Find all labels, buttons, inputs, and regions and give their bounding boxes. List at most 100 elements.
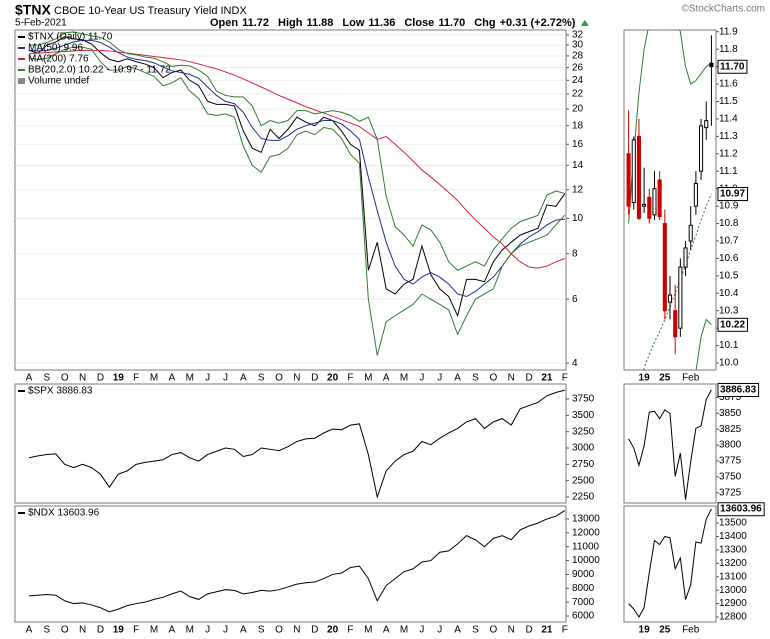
- quote-label: High: [278, 17, 303, 29]
- x-tick-label: M: [364, 373, 372, 384]
- x-tick-label: 19: [639, 373, 651, 384]
- y-tick-label: 10.5: [719, 270, 739, 281]
- candle-body: [636, 135, 641, 219]
- y-tick-label: 12800: [719, 612, 747, 623]
- y-tick-label: 3500: [572, 410, 595, 421]
- candle-body: [631, 139, 636, 204]
- y-tick-label: 20: [572, 104, 584, 115]
- x-tick-label: 25: [659, 625, 671, 636]
- y-tick-label: 10000: [572, 555, 600, 566]
- x-tick-label: N: [508, 625, 515, 636]
- panel-frame: [14, 383, 567, 504]
- y-tick-label: 11.6: [719, 79, 738, 90]
- y-tick-label: 12900: [719, 598, 747, 609]
- watermark: ©StockCharts.com: [681, 4, 765, 15]
- last-value-box: [717, 502, 765, 517]
- y-tick-label: 2750: [572, 459, 595, 470]
- x-tick-label: 21: [541, 625, 553, 636]
- y-tick-label: 13400: [719, 531, 747, 542]
- x-tick-label: A: [454, 625, 461, 636]
- candle-body: [693, 182, 698, 207]
- quote-label: Close: [404, 17, 434, 29]
- x-tick-label: N: [508, 373, 515, 384]
- last-value-label: 10.97: [720, 189, 745, 200]
- legend-label: $NDX 13603.96: [28, 508, 100, 519]
- y-tick-label: 3850: [719, 408, 742, 419]
- x-tick-label: M: [186, 373, 194, 384]
- last-value-label: 11.70: [720, 61, 745, 72]
- y-tick-label: 10.6: [719, 253, 739, 264]
- plot-area: [28, 31, 566, 356]
- series-line: [628, 389, 712, 500]
- date: 5-Feb-2021: [15, 18, 67, 29]
- x-tick-label: F: [133, 625, 139, 636]
- x-tick-label: A: [383, 625, 390, 636]
- y-tick-label: 4: [572, 358, 578, 369]
- y-tick-label: 10.7: [719, 236, 739, 247]
- series-line: [29, 31, 565, 271]
- y-tick-label: 13000: [572, 514, 600, 525]
- series-line: [28, 389, 565, 499]
- y-tick-label: 6: [572, 294, 578, 305]
- legend-label: $SPX 3886.83: [28, 386, 93, 397]
- x-tick-label: D: [525, 625, 532, 636]
- legend-label: MA(50) 9.96: [28, 43, 83, 54]
- candle-body: [709, 62, 714, 68]
- quote-value: 11.88: [307, 17, 334, 29]
- y-tick-label: 13300: [719, 545, 747, 556]
- x-tick-label: J: [205, 373, 210, 384]
- x-tick-label: J: [223, 373, 228, 384]
- x-tick-label: J: [419, 625, 424, 636]
- y-tick-label: 8000: [572, 583, 595, 594]
- y-tick-label: 11.5: [719, 96, 738, 107]
- x-tick-label: N: [293, 373, 300, 384]
- y-tick-label: 13500: [719, 518, 747, 529]
- x-tick-label: S: [258, 625, 265, 636]
- x-tick-label: J: [205, 625, 210, 636]
- x-tick-label: D: [311, 373, 318, 384]
- series-line: [695, 318, 712, 370]
- y-tick-label: 3875: [719, 392, 742, 403]
- quote-label: Open: [210, 17, 238, 29]
- panel-frame: [14, 505, 567, 623]
- x-tick-label: M: [400, 625, 408, 636]
- x-tick-label: 19: [113, 625, 125, 636]
- candle-body: [683, 247, 688, 268]
- plot-area: [626, 30, 714, 370]
- x-tick-label: A: [169, 373, 176, 384]
- y-tick-label: 30: [572, 40, 584, 51]
- x-tick-label: A: [26, 625, 33, 636]
- x-tick-label: A: [240, 373, 247, 384]
- x-tick-label: N: [79, 373, 86, 384]
- y-tick-label: 8: [572, 248, 578, 259]
- x-tick-label: D: [97, 625, 104, 636]
- quote-label: Chg: [474, 17, 495, 29]
- legend-label: BB(20,2.0) 10.22 - 10.97 - 11.72: [28, 65, 171, 76]
- y-tick-label: 11000: [572, 541, 600, 552]
- y-tick-label: 11.4: [719, 114, 738, 125]
- y-tick-label: 10: [572, 213, 584, 224]
- y-tick-label: 24: [572, 75, 584, 86]
- y-tick-label: 10.0: [719, 358, 739, 369]
- x-tick-label: N: [79, 625, 86, 636]
- candle-body: [657, 179, 662, 218]
- panel-frame: [14, 29, 567, 371]
- plot-area: [28, 389, 565, 499]
- last-value-label: 10.22: [720, 319, 745, 330]
- x-tick-label: F: [347, 625, 353, 636]
- x-tick-label: S: [44, 625, 51, 636]
- x-tick-label: Feb: [682, 625, 700, 636]
- quote-value: +0.31 (+2.72%): [500, 17, 576, 29]
- x-tick-label: M: [186, 625, 194, 636]
- y-tick-label: 26: [572, 62, 584, 73]
- x-tick-label: M: [400, 373, 408, 384]
- y-tick-label: 28: [572, 51, 584, 62]
- series-line: [628, 30, 712, 224]
- y-tick-label: 11.9: [719, 26, 738, 37]
- y-tick-label: 13200: [719, 558, 747, 569]
- candle-body: [647, 196, 652, 219]
- y-tick-label: 3000: [572, 443, 595, 454]
- y-tick-label: 9000: [572, 569, 595, 580]
- series-line: [28, 49, 565, 269]
- x-tick-label: A: [26, 373, 33, 384]
